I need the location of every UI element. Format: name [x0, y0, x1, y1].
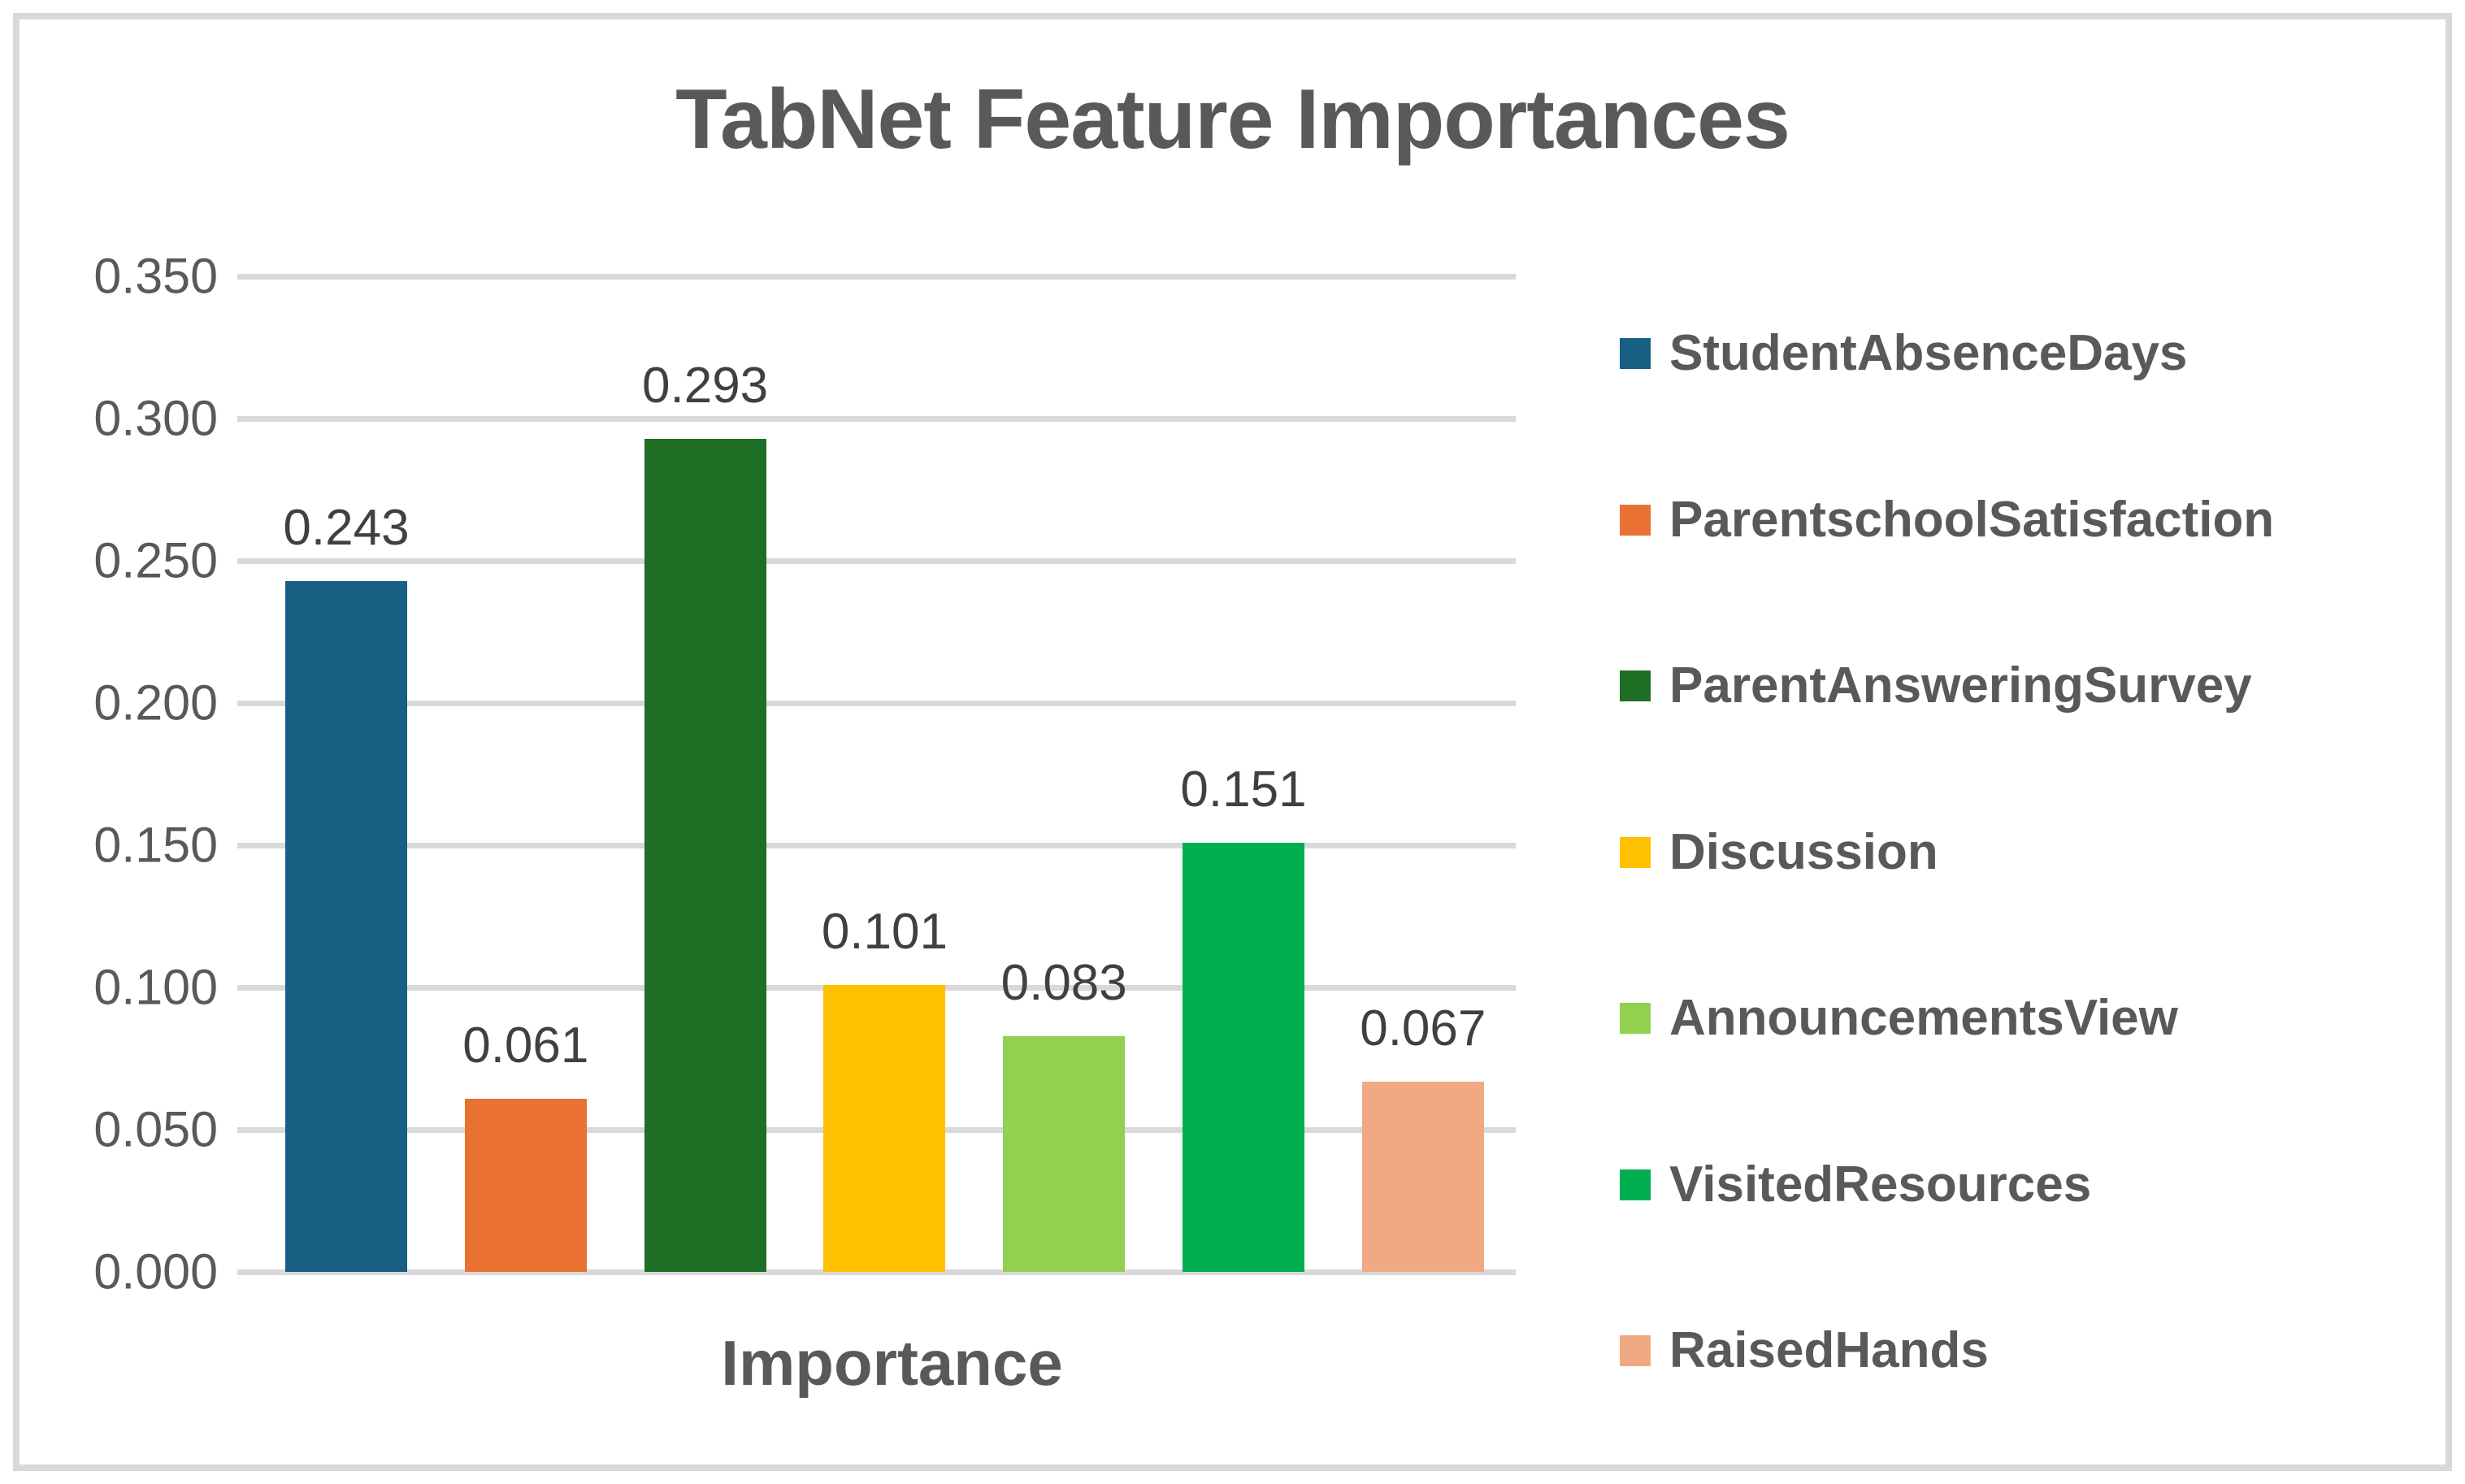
y-tickmark-0.000: [237, 1269, 268, 1275]
bar-RaisedHands: [1361, 1081, 1484, 1272]
bar-value-label-ParentAnsweringSurvey: 0.293: [642, 357, 769, 414]
bar-value-label-RaisedHands: 0.067: [1360, 1000, 1486, 1057]
gridline-0.250: [268, 558, 1516, 564]
y-tickmark-0.250: [237, 558, 268, 564]
y-tickmark-0.100: [237, 984, 268, 991]
bar-ParentAnsweringSurvey: [644, 438, 766, 1272]
legend-label-ParentAnsweringSurvey: ParentAnsweringSurvey: [1669, 657, 2252, 714]
legend-label-Discussion: Discussion: [1669, 823, 1938, 880]
y-tick-label: 0.200: [93, 675, 218, 731]
chart-title: TabNet Feature Importances: [675, 72, 1790, 167]
bar-value-label-StudentAbsenceDays: 0.243: [283, 499, 410, 556]
legend-label-ParentschoolSatisfaction: ParentschoolSatisfaction: [1669, 491, 2275, 548]
y-tick-label: 0.250: [93, 532, 218, 588]
legend-label-StudentAbsenceDays: StudentAbsenceDays: [1669, 325, 2188, 381]
legend-label-AnnouncementsView: AnnouncementsView: [1669, 990, 2178, 1046]
bar-value-label-ParentschoolSatisfaction: 0.061: [462, 1017, 589, 1074]
gridline-0.350: [268, 273, 1516, 280]
legend-swatch-ParentschoolSatisfaction: [1620, 504, 1651, 536]
bar-AnnouncementsView: [1003, 1035, 1126, 1272]
bar-StudentAbsenceDays: [285, 580, 407, 1272]
bar-Discussion: [823, 984, 946, 1272]
legend-label-RaisedHands: RaisedHands: [1669, 1322, 1989, 1378]
gridline-0.300: [268, 415, 1516, 422]
bar-VisitedResources: [1183, 842, 1304, 1272]
y-tickmark-0.050: [237, 1126, 268, 1133]
y-tick-label: 0.050: [93, 1101, 218, 1157]
legend-swatch-StudentAbsenceDays: [1620, 338, 1651, 369]
bar-value-label-AnnouncementsView: 0.083: [1000, 954, 1127, 1011]
gridline-0.000: [268, 1269, 1516, 1275]
y-tickmark-0.200: [237, 700, 268, 706]
bar-ParentschoolSatisfaction: [464, 1098, 587, 1272]
y-tick-label: 0.100: [93, 959, 218, 1015]
legend-swatch-VisitedResources: [1620, 1169, 1651, 1200]
y-tickmark-0.350: [237, 273, 268, 280]
x-axis-title: Importance: [721, 1327, 1063, 1399]
legend-swatch-ParentAnsweringSurvey: [1620, 670, 1651, 701]
y-tick-label: 0.150: [93, 817, 218, 873]
y-tick-label: 0.000: [93, 1243, 218, 1300]
gridline-0.150: [268, 842, 1516, 848]
legend-swatch-RaisedHands: [1620, 1335, 1651, 1366]
gridline-0.200: [268, 700, 1516, 706]
y-tick-label: 0.300: [93, 390, 218, 446]
legend-swatch-Discussion: [1620, 836, 1651, 868]
bar-value-label-Discussion: 0.101: [821, 903, 948, 960]
y-tickmark-0.150: [237, 842, 268, 848]
bar-value-label-VisitedResources: 0.151: [1180, 761, 1307, 818]
y-tickmark-0.300: [237, 415, 268, 422]
y-tick-label: 0.350: [93, 248, 218, 304]
legend-label-VisitedResources: VisitedResources: [1669, 1156, 2092, 1213]
legend-swatch-AnnouncementsView: [1620, 1003, 1651, 1034]
